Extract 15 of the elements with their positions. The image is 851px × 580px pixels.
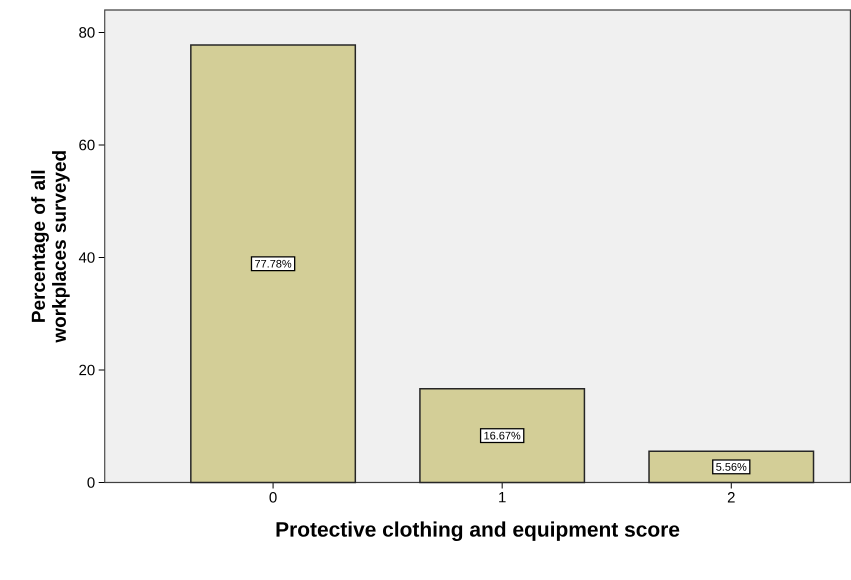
y-tick-label: 40 [78,252,95,263]
y-tick-label: 0 [87,477,95,488]
data-label: 16.67% [484,432,520,440]
x-tick-label: 0 [269,492,277,502]
x-tick-label: 2 [728,492,735,502]
y-tick-label: 60 [79,140,95,150]
x-tick-label: 1 [499,492,506,502]
bar [419,388,586,484]
data-label: 77.78% [255,260,292,268]
data-label: 5.56% [716,462,746,471]
y-axis-title: Percentage of all workplaces surveyed [31,151,70,343]
bar [190,44,356,484]
y-tick-label: 80 [79,27,95,38]
y-tick-label: 20 [79,364,95,376]
x-axis-title: Protective clothing and equipment score [276,521,680,541]
